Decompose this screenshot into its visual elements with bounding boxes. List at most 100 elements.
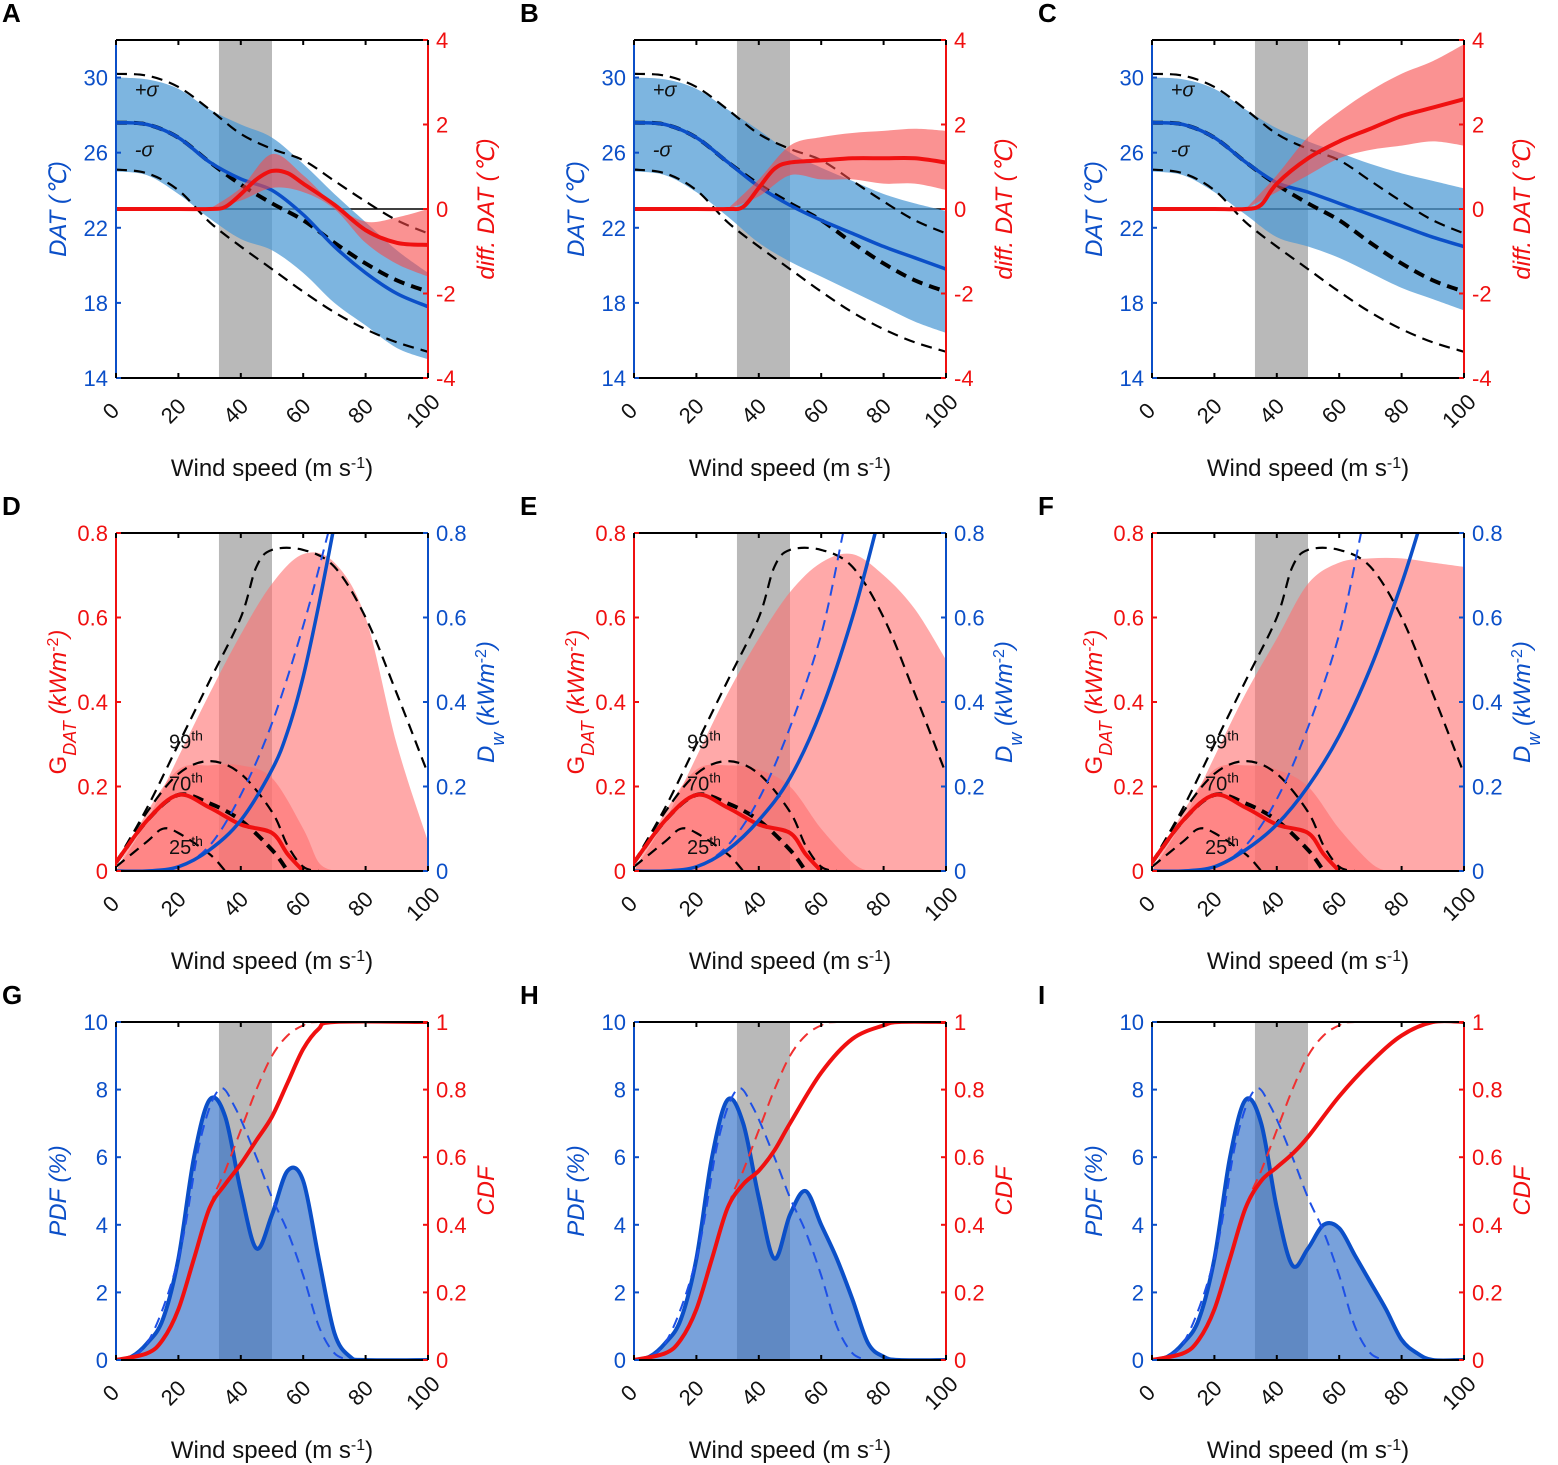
plot-area [116,40,428,378]
label-part: CDF [991,1165,1018,1216]
series-blue-dashed [1183,533,1363,871]
left-tick-label: 30 [1120,66,1144,91]
label-part: -2 [45,637,62,651]
series-pdf-line [634,1096,946,1360]
right-tick-label: -4 [436,366,456,391]
panel-letter: G [2,980,22,1010]
right-tick-label: 0.4 [436,1213,467,1238]
series-p70 [634,760,838,871]
x-tick-label: 20 [674,886,709,921]
label-part: Wind speed (m s [689,948,869,975]
series-cdf-dashed [177,1022,428,1310]
series-p25 [634,827,745,871]
left-tick-label: 0 [96,1348,108,1373]
label-part: -2 [563,637,580,651]
plot-area [634,533,946,871]
right-tick-label: 4 [954,28,966,53]
series-blue-dashed [147,533,330,871]
label-part: ) [473,641,500,652]
x-tick-label: 60 [799,886,834,921]
left-tick-label: 10 [1120,1010,1144,1035]
series-red-diff [1152,97,1464,212]
series-upper-sigma [634,72,946,235]
panel-letter: H [520,980,539,1010]
label-part: PDF (%) [1081,1145,1108,1237]
panel-letter: D [2,491,21,521]
x-tick-label: 100 [919,882,963,926]
annotation: 25th [1205,833,1239,859]
label-part: diff. DAT (℃) [991,138,1018,279]
annotation-sup: th [709,770,721,786]
left-axis-label: GDAT (kWm-2) [1081,630,1117,775]
series-pdf-dashed [1152,1087,1387,1360]
left-tick-label: 18 [84,291,108,316]
x-tick-label: 80 [1379,1375,1414,1410]
x-tick-label: 60 [281,393,316,428]
label-part: ) [365,1437,373,1464]
x-tick-label: 60 [281,886,316,921]
x-tick-label: 40 [736,393,771,428]
x-tick-label: 80 [1379,886,1414,921]
series-red-diff [634,155,946,212]
x-tick-label: 40 [218,886,253,921]
label-part: DAT [60,719,80,756]
right-tick-label: 0.2 [954,775,985,800]
right-tick-label: 4 [1472,28,1484,53]
label-part: Wind speed (m s [171,455,351,482]
label-part: ) [45,630,72,641]
left-tick-label: 4 [96,1213,108,1238]
label-part: ) [883,948,891,975]
x-tick-label: 100 [1437,389,1481,433]
left-tick-label: 6 [1132,1145,1144,1170]
left-tick-label: 0.4 [1113,690,1144,715]
left-tick-label: 0.6 [77,606,108,631]
annotation: 99th [1205,727,1239,753]
x-axis-label: Wind speed (m s-1) [171,948,373,976]
x-axis-label: Wind speed (m s-1) [1207,1437,1409,1465]
annotation: +σ [1171,79,1196,101]
series-p70 [116,760,320,871]
right-axis-label: diff. DAT (℃) [991,138,1018,279]
x-tick-label: 0 [98,398,124,424]
right-tick-label: 0.2 [954,1280,985,1305]
label-part: PDF (%) [45,1145,72,1237]
label-part: -1 [869,1437,883,1454]
x-axis-label: Wind speed (m s-1) [171,1437,373,1465]
right-tick-label: 0.6 [954,606,985,631]
right-axis-label: CDF [473,1165,500,1216]
right-axis-label: Dw (kWm-2) [1509,641,1545,763]
label-part: ) [1401,455,1409,482]
panel-d: D99th70th25th00.20.40.60.800.20.40.60.80… [2,491,508,975]
annotation-num: 25 [169,837,191,859]
series-upper-sigma [1152,72,1464,235]
right-tick-label: 2 [436,113,448,138]
annotation: +σ [653,79,678,101]
left-tick-label: 8 [1132,1078,1144,1103]
left-tick-label: 14 [1120,366,1144,391]
right-tick-label: 0.6 [436,1145,467,1170]
label-part: -2 [991,649,1008,663]
x-axis-label: Wind speed (m s-1) [689,1437,891,1465]
x-tick-label: 100 [401,882,445,926]
x-axis-label: Wind speed (m s-1) [171,455,373,483]
x-tick-label: 0 [616,891,642,917]
x-tick-label: 0 [616,1380,642,1406]
label-part: ) [563,630,590,641]
label-part: D [1509,746,1536,763]
series-p99 [1152,546,1464,864]
plot-area [634,40,946,378]
right-tick-label: 0 [954,197,966,222]
series-red-mean [1152,792,1341,871]
right-tick-label: 0.8 [1472,521,1503,546]
right-tick-label: 0.4 [1472,690,1503,715]
right-tick-label: 0.6 [954,1145,985,1170]
right-tick-label: 0.2 [1472,1280,1503,1305]
right-tick-label: -4 [954,366,974,391]
plot-area [634,1022,946,1360]
label-part: -2 [1081,637,1098,651]
right-tick-label: 0.6 [1472,1145,1503,1170]
label-part: Wind speed (m s [171,1437,351,1464]
left-tick-label: 0 [614,1348,626,1373]
label-part: ) [1081,630,1108,641]
